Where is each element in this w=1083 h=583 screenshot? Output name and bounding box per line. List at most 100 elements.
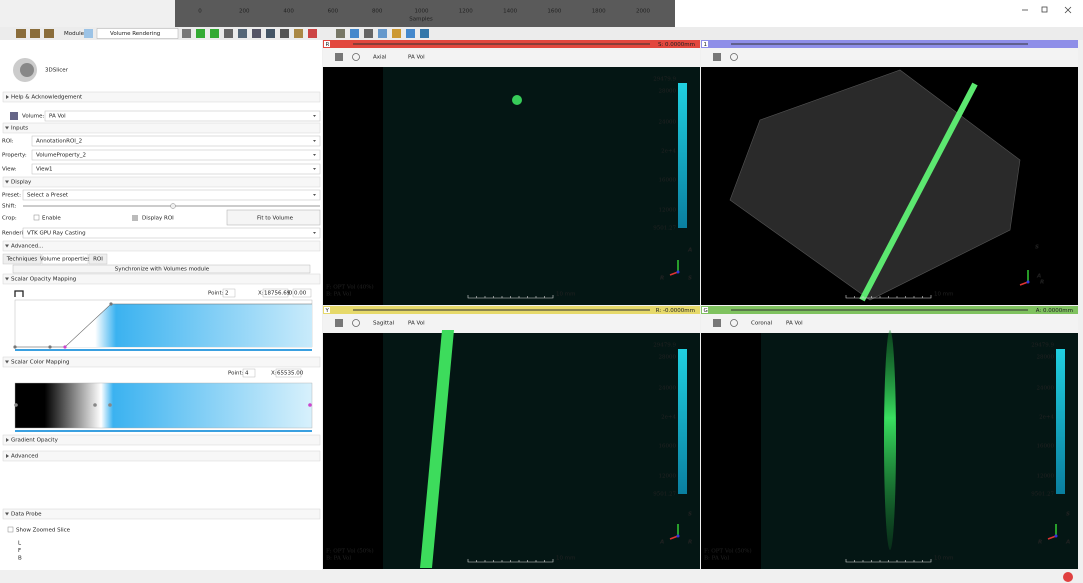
view-selector[interactable] xyxy=(31,163,321,175)
section-header[interactable] xyxy=(2,434,321,446)
view-icon[interactable] xyxy=(713,319,721,327)
pin-button[interactable] xyxy=(702,307,708,313)
toolbar-icon[interactable] xyxy=(336,29,345,38)
range-slider[interactable] xyxy=(15,349,312,351)
control-point[interactable] xyxy=(63,345,67,349)
section-title[interactable]: Advanced xyxy=(11,454,38,460)
view-icon[interactable] xyxy=(352,53,360,61)
toolbar-icon[interactable] xyxy=(44,29,54,38)
checkbox-label[interactable]: Enable xyxy=(42,216,61,222)
control-point[interactable] xyxy=(109,302,113,306)
module-selector[interactable] xyxy=(96,28,179,39)
volume-selector-text[interactable]: PA Vol xyxy=(49,114,66,120)
section-title[interactable]: Gradient Opacity xyxy=(11,438,59,444)
error-icon[interactable] xyxy=(1063,572,1073,582)
control-point[interactable] xyxy=(48,345,52,349)
toolbar-icon[interactable] xyxy=(238,29,247,38)
toolbar-icon[interactable] xyxy=(16,29,26,38)
section-header[interactable] xyxy=(2,356,321,368)
view-icon[interactable] xyxy=(730,53,738,61)
view-icon[interactable] xyxy=(335,53,343,61)
spin-box[interactable] xyxy=(275,368,302,378)
view-letter[interactable]: R xyxy=(326,42,330,48)
section-title[interactable]: Inputs xyxy=(11,126,28,132)
toolbar-icon[interactable] xyxy=(210,29,219,38)
section-title[interactable]: Help & Acknowledgement xyxy=(11,95,83,101)
offset-slider[interactable] xyxy=(353,43,650,45)
spin-box[interactable] xyxy=(242,368,256,378)
toolbar-icon[interactable] xyxy=(196,29,205,38)
section-header[interactable] xyxy=(2,450,321,462)
checkbox[interactable] xyxy=(7,526,14,533)
control-point[interactable] xyxy=(308,403,312,407)
view-letter[interactable]: G xyxy=(704,308,708,314)
pin-button[interactable] xyxy=(702,41,708,47)
tab-label[interactable]: Techniques xyxy=(6,257,38,263)
toolbar-icon[interactable] xyxy=(378,29,387,38)
section-title[interactable]: Scalar Opacity Mapping xyxy=(11,277,76,283)
orientation-selector[interactable]: Axial xyxy=(373,55,387,61)
view-letter[interactable]: Y xyxy=(325,308,330,314)
volume-selector[interactable]: PA Vol xyxy=(408,55,425,61)
section-title[interactable]: Advanced... xyxy=(11,244,44,250)
toolbar-icon[interactable] xyxy=(252,29,261,38)
section-header[interactable] xyxy=(2,240,321,252)
spin-value[interactable]: 65535.00 xyxy=(277,371,304,377)
range-slider[interactable] xyxy=(15,430,312,432)
view-icon[interactable] xyxy=(352,319,360,327)
view-icon[interactable] xyxy=(713,53,721,61)
color-map[interactable] xyxy=(14,382,313,429)
control-point[interactable] xyxy=(108,403,112,407)
section-title[interactable]: Data Probe xyxy=(11,512,42,518)
view-icon[interactable] xyxy=(730,319,738,327)
checkbox[interactable] xyxy=(33,214,40,221)
preset-selector[interactable] xyxy=(22,189,321,201)
section-header[interactable] xyxy=(2,91,321,103)
section-title[interactable]: Display xyxy=(11,180,32,186)
checkbox-label[interactable]: Show Zoomed Slice xyxy=(16,528,71,534)
volume-selector[interactable]: PA Vol xyxy=(408,321,425,327)
spin-value[interactable]: 0.00 xyxy=(294,291,307,297)
volume-selector[interactable]: PA Vol xyxy=(786,321,803,327)
tab-label[interactable]: Volume properties xyxy=(40,257,90,263)
toolbar-icon[interactable] xyxy=(350,29,359,38)
fit-button[interactable] xyxy=(226,209,321,226)
toolbar-icon[interactable] xyxy=(294,29,303,38)
roi-selector-text[interactable]: AnnotationROI_2 xyxy=(36,139,82,145)
window-controls[interactable] xyxy=(1022,6,1072,14)
rendering-selector-text[interactable]: VTK GPU Ray Casting xyxy=(27,231,86,237)
orientation-selector[interactable]: Sagittal xyxy=(373,321,395,327)
toolbar-icon[interactable] xyxy=(406,29,415,38)
slider-handle[interactable] xyxy=(170,203,176,209)
orientation-selector[interactable]: Coronal xyxy=(751,321,773,327)
toolbar-icon[interactable] xyxy=(392,29,401,38)
tab[interactable] xyxy=(41,253,89,265)
volume-selector[interactable] xyxy=(44,110,321,122)
tab-label[interactable]: ROI xyxy=(93,257,103,263)
roi-selector[interactable] xyxy=(31,135,321,147)
tab[interactable] xyxy=(2,253,42,265)
property-selector-text[interactable]: VolumeProperty_2 xyxy=(36,153,86,159)
pin-button[interactable] xyxy=(324,307,330,313)
offset-slider[interactable] xyxy=(353,309,650,311)
view-letter[interactable]: 1 xyxy=(704,42,708,48)
spin-box[interactable] xyxy=(292,288,312,298)
control-point[interactable] xyxy=(14,403,18,407)
toolbar-icon[interactable] xyxy=(280,29,289,38)
section-header[interactable] xyxy=(2,176,321,188)
control-point[interactable] xyxy=(93,403,97,407)
search-icon[interactable] xyxy=(84,29,93,38)
fit-button-text[interactable]: Fit to Volume xyxy=(257,216,294,222)
toolbar-icon[interactable] xyxy=(308,29,317,38)
spin-value[interactable]: 2 xyxy=(225,291,229,297)
section-header[interactable] xyxy=(2,122,321,134)
sync-button-text[interactable]: Synchronize with Volumes module xyxy=(115,267,210,273)
module-name[interactable]: Volume Rendering xyxy=(110,31,160,37)
section-title[interactable]: Scalar Color Mapping xyxy=(11,360,70,366)
offset-slider[interactable] xyxy=(731,43,1028,45)
spin-value[interactable]: 4 xyxy=(245,371,249,377)
pin-button[interactable] xyxy=(324,41,330,47)
toolbar-icon[interactable] xyxy=(364,29,373,38)
sync-button[interactable] xyxy=(12,264,311,274)
view-icon[interactable] xyxy=(335,319,343,327)
